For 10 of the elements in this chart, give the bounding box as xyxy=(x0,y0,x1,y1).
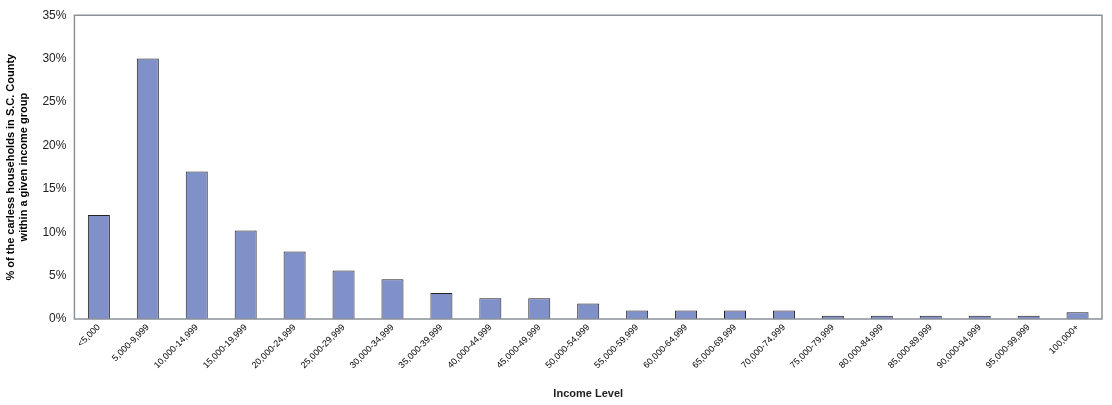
y-tick-label: 20% xyxy=(42,137,67,152)
y-tick-label: 0% xyxy=(49,311,67,326)
y-tick-label: 35% xyxy=(42,7,67,22)
y-tick-label: 10% xyxy=(42,224,67,239)
y-axis-title: % of the carless households in S.C. County within a given income group xyxy=(3,52,29,281)
y-tick-label: 25% xyxy=(42,94,67,109)
x-axis-title: Income Level xyxy=(553,387,624,400)
y-tick-label: 5% xyxy=(49,268,67,283)
y-tick-label: 15% xyxy=(42,181,67,196)
y-tick-label: 30% xyxy=(42,50,67,65)
